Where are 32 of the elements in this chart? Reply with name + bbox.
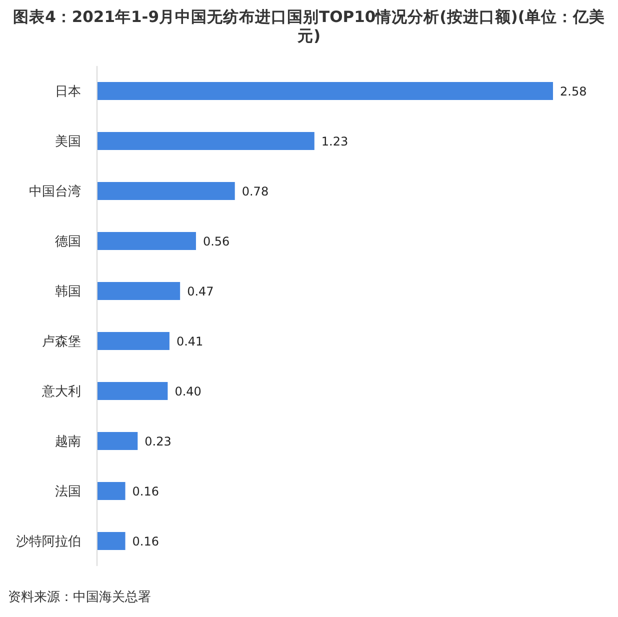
bar bbox=[97, 332, 170, 350]
y-tick-label: 德国 bbox=[55, 234, 81, 250]
y-tick-label: 卢森堡 bbox=[42, 334, 81, 350]
y-tick-label: 美国 bbox=[55, 134, 81, 150]
bar bbox=[97, 432, 138, 450]
data-label: 0.16 bbox=[132, 534, 159, 548]
y-tick-label: 法国 bbox=[55, 484, 81, 500]
data-label: 0.47 bbox=[187, 284, 214, 298]
data-label: 0.56 bbox=[202, 234, 230, 248]
data-label: 0.40 bbox=[174, 384, 202, 398]
data-label: 0.23 bbox=[144, 434, 172, 448]
y-tick-label: 沙特阿拉伯 bbox=[16, 534, 81, 550]
bar bbox=[97, 232, 196, 250]
y-tick-label: 中国台湾 bbox=[29, 184, 81, 200]
data-label: 0.16 bbox=[132, 484, 159, 498]
y-tick-label: 意大利 bbox=[41, 384, 81, 400]
data-label: 0.41 bbox=[176, 334, 204, 348]
text: 资料来源：中国海关总署 bbox=[8, 589, 151, 606]
y-tick-label: 越南 bbox=[55, 434, 81, 450]
data-label: 0.78 bbox=[242, 184, 269, 198]
bar bbox=[97, 382, 168, 400]
bar bbox=[97, 532, 126, 550]
y-tick-label: 日本 bbox=[55, 84, 81, 100]
bar bbox=[97, 182, 235, 200]
bar bbox=[97, 132, 314, 150]
data-label: 2.58 bbox=[560, 84, 587, 98]
y-tick-label: 韩国 bbox=[55, 284, 81, 300]
data-label: 1.23 bbox=[321, 134, 348, 148]
chart-title: 图表4：2021年1-9月中国无纺布进口国别TOP10情况分析(按进口额)(单位：亿美元) bbox=[12, 8, 606, 46]
bar bbox=[97, 282, 180, 300]
bar bbox=[97, 82, 553, 100]
bar bbox=[97, 482, 126, 500]
